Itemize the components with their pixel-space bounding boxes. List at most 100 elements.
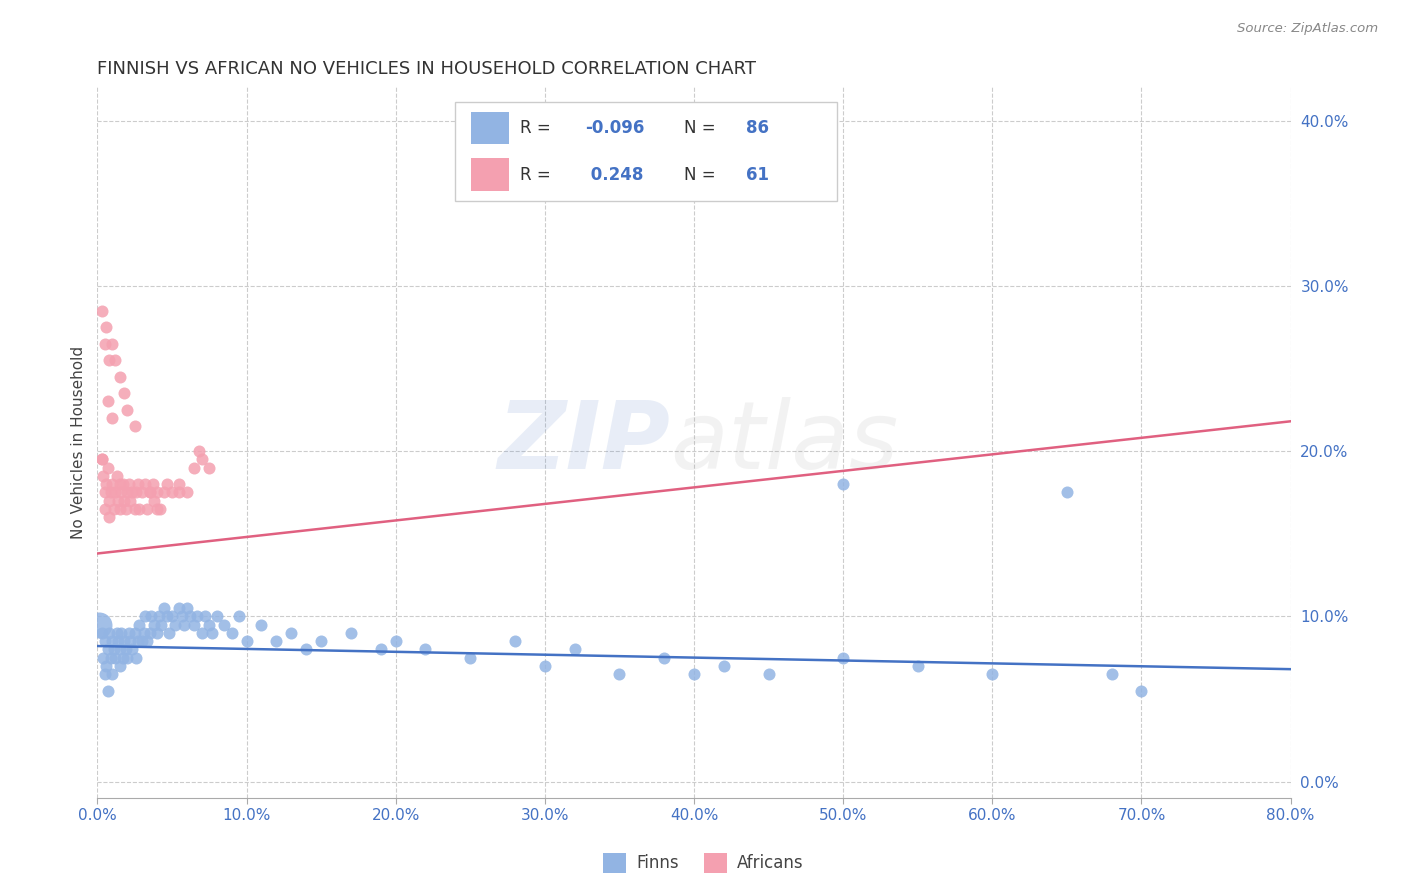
Point <box>138 485 160 500</box>
Point <box>194 609 217 624</box>
Point <box>134 609 156 624</box>
Legend: Finns, Africans: Finns, Africans <box>596 847 810 880</box>
Point <box>564 642 586 657</box>
Point <box>97 683 120 698</box>
Point <box>179 609 201 624</box>
Point <box>101 477 124 491</box>
Point <box>907 658 929 673</box>
Point <box>183 460 205 475</box>
Point <box>503 634 526 648</box>
Point <box>138 625 160 640</box>
Point <box>1101 667 1123 681</box>
Point <box>131 634 153 648</box>
Point <box>120 634 142 648</box>
Point <box>97 460 120 475</box>
Point <box>295 642 318 657</box>
Point <box>190 452 212 467</box>
Point <box>370 642 392 657</box>
Point <box>141 477 163 491</box>
Point <box>157 625 180 640</box>
Point <box>96 320 118 334</box>
Point <box>832 477 855 491</box>
Point <box>90 303 112 318</box>
Point <box>112 493 135 508</box>
Point <box>124 419 146 434</box>
Point <box>169 477 191 491</box>
Y-axis label: No Vehicles in Household: No Vehicles in Household <box>72 346 86 540</box>
Point <box>1130 683 1153 698</box>
Point <box>458 650 481 665</box>
Point <box>111 650 134 665</box>
Point <box>91 650 114 665</box>
Point <box>280 625 302 640</box>
Point <box>115 485 138 500</box>
Point <box>114 642 136 657</box>
Point <box>266 634 288 648</box>
Point <box>169 601 191 615</box>
Point <box>124 501 146 516</box>
Point <box>94 667 117 681</box>
Point <box>108 369 131 384</box>
Point <box>160 485 183 500</box>
Point <box>90 452 112 467</box>
Point <box>98 353 121 368</box>
Point <box>173 617 195 632</box>
Point <box>198 460 221 475</box>
Point <box>683 667 706 681</box>
Point <box>91 468 114 483</box>
Point <box>108 658 131 673</box>
Point <box>169 485 191 500</box>
Point <box>228 609 250 624</box>
Point <box>105 468 128 483</box>
Point <box>87 617 110 632</box>
Point <box>183 617 205 632</box>
Point <box>98 510 121 524</box>
Point <box>832 650 855 665</box>
Point <box>153 601 176 615</box>
Point <box>153 485 176 500</box>
Point <box>146 501 169 516</box>
Point <box>110 625 132 640</box>
Point <box>156 609 179 624</box>
Point <box>98 625 121 640</box>
Point <box>533 658 555 673</box>
Point <box>1056 485 1078 500</box>
Point <box>101 411 124 425</box>
Point <box>132 625 155 640</box>
Point <box>127 634 149 648</box>
Point <box>94 501 117 516</box>
Point <box>111 477 134 491</box>
Point <box>104 485 127 500</box>
Point <box>100 485 122 500</box>
Point <box>135 501 157 516</box>
Point <box>103 501 125 516</box>
Point <box>340 625 363 640</box>
Point <box>108 642 131 657</box>
Point <box>97 394 120 409</box>
Point <box>101 336 124 351</box>
Point <box>90 625 112 640</box>
Point <box>160 609 183 624</box>
Point <box>94 485 117 500</box>
Point <box>186 609 208 624</box>
Point <box>212 617 235 632</box>
Point <box>190 625 212 640</box>
Point <box>128 617 150 632</box>
Point <box>125 650 148 665</box>
Point <box>114 501 136 516</box>
Point <box>148 609 170 624</box>
Point <box>107 493 129 508</box>
Point <box>121 642 143 657</box>
Point <box>108 501 131 516</box>
Point <box>96 477 118 491</box>
Point <box>713 658 735 673</box>
Point <box>205 609 228 624</box>
Point <box>652 650 675 665</box>
Point <box>143 617 166 632</box>
Point <box>100 650 122 665</box>
Point <box>104 353 127 368</box>
Point <box>124 625 146 640</box>
Point <box>201 625 224 640</box>
Point <box>146 485 169 500</box>
Point <box>981 667 1004 681</box>
